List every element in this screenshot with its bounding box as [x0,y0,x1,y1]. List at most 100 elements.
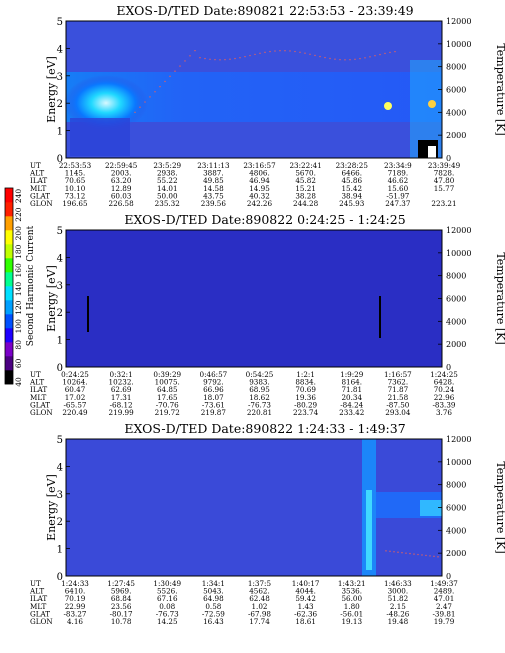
ephemeris-cell: -87.50 [386,400,409,409]
ephemeris-cell: -56.01 [340,609,363,618]
ephemeris-cell: 38.94 [341,191,362,200]
colorbar-tick-label: 120 [14,300,23,315]
y-tick-label: 1 [57,127,63,138]
panel-3-heatmap [362,439,442,576]
ephemeris-cell: -48.26 [386,609,409,618]
temperature-trace-point [429,555,431,557]
temperature-trace-point [224,58,226,61]
ephemeris-cell: 0:54:25 [246,370,274,379]
ephemeris-cell: 14.95 [249,184,270,193]
y2-tick-label: 2000 [446,340,466,349]
ephemeris-cell: 43.75 [203,191,224,200]
y2-axis-label: Temperature [K] [494,252,505,344]
ephemeris-row-label: ILAT [30,176,47,185]
y-tick-label: 4 [57,44,63,55]
ephemeris-cell: 23.56 [111,602,132,611]
ephemeris-cell: 2.47 [436,602,452,611]
ephemeris-row-label: UT [30,579,41,588]
ephemeris-cell: -80.29 [294,400,317,409]
ephemeris-cell: 63.20 [111,176,132,185]
temperature-trace-point [417,553,419,556]
ephemeris-cell: 38.28 [295,191,316,200]
y2-tick-label: 8000 [446,272,466,281]
panel-1-hot-blob [64,75,148,131]
ephemeris-cell: 59.42 [295,594,316,603]
temperature-trace-point [389,550,391,553]
ephemeris-cell: 2003. [111,169,132,178]
temperature-trace-point [174,70,176,72]
ephemeris-cell: 17.02 [65,393,86,402]
temperature-trace-point [425,554,427,557]
ephemeris-cell: 46.62 [388,176,409,185]
y2-axis-label: Temperature [K] [494,461,505,553]
y2-tick-label: 6000 [446,504,466,513]
ephemeris-cell: 4.16 [67,617,83,626]
y2-tick-label: 8000 [446,481,466,490]
colorbar-tick-label: 180 [14,244,23,259]
y-tick-label: 2 [57,99,63,110]
ephemeris-cell: 18.07 [203,393,224,402]
ephemeris-cell: -80.17 [110,609,133,618]
temperature-trace-point [309,53,311,56]
ephemeris-cell: 62.69 [111,385,132,394]
panel-2-title: EXOS-D/TED Date:890822 0:24:25 - 1:24:25 [124,212,405,227]
ephemeris-cell: 1:9:29 [340,370,364,379]
ephemeris-cell: 223.21 [431,199,456,208]
colorbar-swatch [5,370,13,385]
panel-1: EXOS-D/TED Date:890821 22:53:53 - 23:39:… [29,3,505,208]
ephemeris-cell: 47.80 [434,176,455,185]
ephemeris-cell: 17.65 [157,393,178,402]
ephemeris-cell: -67.98 [248,609,271,618]
temperature-trace-point [344,59,346,61]
ephemeris-cell: 45.86 [341,176,362,185]
ephemeris-row-label: ALT [29,378,44,387]
ephemeris-cell: 68.95 [249,385,270,394]
y-tick-label: 0 [57,572,63,583]
y-tick-label: 5 [57,435,63,446]
ephemeris-cell: 10232. [109,378,134,387]
ephemeris-cell: 71.81 [341,385,362,394]
ephemeris-cell: 242.26 [247,199,273,208]
ephemeris-cell: 14.58 [203,184,224,193]
y-tick-label: 4 [57,462,63,473]
ephemeris-cell: 45.82 [295,176,316,185]
ephemeris-cell: 23:28:25 [336,161,369,170]
ephemeris-cell: 3.76 [436,408,452,417]
colorbar-tick-label: 240 [14,189,23,204]
y-tick-label: 5 [57,226,63,237]
ephemeris-cell: 23:16:57 [243,161,276,170]
ephemeris-cell: 21.58 [388,393,409,402]
y2-tick-label: 10000 [446,249,471,258]
y2-tick-label: 4000 [446,108,466,117]
ephemeris-cell: 64.85 [157,385,178,394]
temperature-trace-point [154,91,156,93]
ephemeris-cell: 1.80 [344,602,360,611]
colorbar-swatch [5,244,13,259]
colorbar-swatch [5,356,13,371]
ephemeris-cell: 71.87 [388,385,409,394]
colorbar-swatch [5,258,13,273]
ephemeris-cell: 1:2:1 [296,370,315,379]
ephemeris-cell: 5043. [203,587,224,596]
ephemeris-cell: 1:37:5 [248,579,272,588]
ephemeris-cell: 18.61 [295,617,316,626]
ephemeris-cell: -72.59 [202,609,225,618]
temperature-trace-point [239,57,241,59]
temperature-trace-point [219,59,221,61]
temperature-trace-point [409,552,411,555]
ephemeris-cell: 14.01 [157,184,178,193]
colorbar-swatch [5,314,13,329]
y2-tick-label: 6000 [446,86,466,95]
ephemeris-cell: 46.94 [249,176,270,185]
ephemeris-cell: 14.25 [157,617,178,626]
panel-2-heatmap [87,296,381,338]
ephemeris-cell: 2938. [157,169,178,178]
temperature-trace-point [184,60,186,62]
temperature-trace-point [364,57,366,59]
y2-tick-label: 12000 [446,17,471,26]
panel-1-spot [384,102,392,110]
ephemeris-cell: 10264. [62,378,87,387]
ephemeris-cell: 19.36 [295,393,316,402]
y2-tick-label: 10000 [446,458,471,467]
temperature-trace-point [421,554,423,556]
